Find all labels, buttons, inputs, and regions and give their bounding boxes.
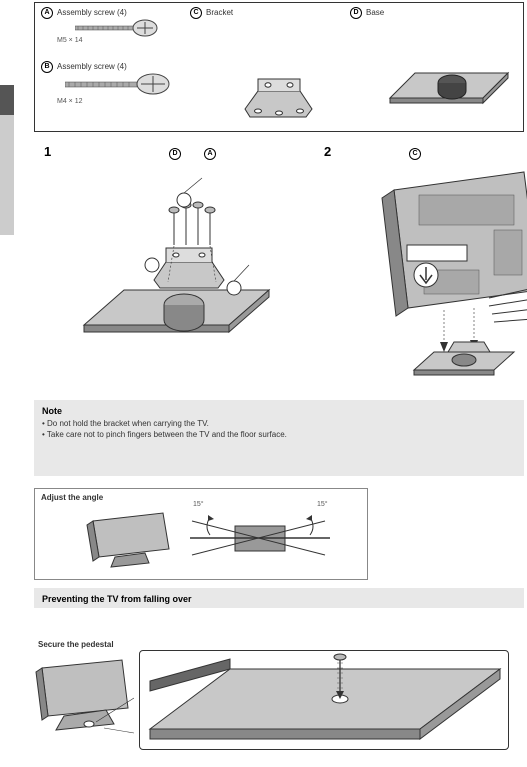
note1-heading: Note	[42, 406, 516, 416]
part-c-name: Bracket	[206, 8, 233, 17]
bracket-icon	[240, 71, 320, 121]
assembly-steps: 1 D A	[34, 140, 524, 400]
side-tab	[0, 85, 14, 235]
step2-ref-c: C	[409, 148, 421, 160]
part-d-name: Base	[366, 8, 384, 17]
note-band-1: Note • Do not hold the bracket when carr…	[34, 400, 524, 476]
part-b-spec: M4 × 12	[57, 98, 83, 105]
pedestal-detail-icon	[140, 651, 510, 751]
step-1-number: 1	[44, 144, 51, 159]
step2-diagram	[374, 170, 527, 390]
part-label-a: A	[41, 7, 53, 19]
step1-ref-d: D	[169, 148, 181, 160]
part-label-d: D	[350, 7, 362, 19]
parts-panel: A Assembly screw (4) M5 × 14 B Assembly …	[34, 2, 524, 132]
swivel-tv-icon	[85, 509, 175, 569]
part-label-b: B	[41, 61, 53, 73]
part-b-name: Assembly screw (4)	[57, 62, 127, 71]
bottom-cap1: Secure the pedestal	[38, 640, 114, 650]
screw-b-icon	[65, 73, 175, 97]
bottom-tv-icon	[34, 658, 134, 738]
down-arrow-icon	[414, 263, 438, 287]
part-label-c: C	[190, 7, 202, 19]
bottom-detail: Secure the pedestal	[34, 640, 524, 760]
part-a-name: Assembly screw (4)	[57, 8, 127, 17]
detail-frame	[139, 650, 509, 750]
swivel-right-deg: 15°	[317, 501, 328, 508]
step-2-number: 2	[324, 144, 331, 159]
part-a-spec: M5 × 14	[57, 37, 83, 44]
swivel-left-deg: 15°	[193, 501, 204, 508]
note3-heading: Preventing the TV from falling over	[42, 594, 516, 604]
note1-line1: • Do not hold the bracket when carrying …	[42, 419, 516, 428]
step1-diagram	[74, 170, 274, 360]
page: A Assembly screw (4) M5 × 14 B Assembly …	[0, 0, 527, 767]
screw-a-icon	[75, 18, 165, 38]
swivel-box: Adjust the angle 15° 15°	[34, 488, 368, 580]
note1-line2: • Take care not to pinch fingers between…	[42, 430, 516, 439]
note-band-3: Preventing the TV from falling over	[34, 588, 524, 608]
base-icon	[380, 63, 510, 118]
swivel-title: Adjust the angle	[41, 493, 103, 503]
step1-ref-a: A	[204, 148, 216, 160]
swivel-top-icon	[190, 511, 330, 566]
